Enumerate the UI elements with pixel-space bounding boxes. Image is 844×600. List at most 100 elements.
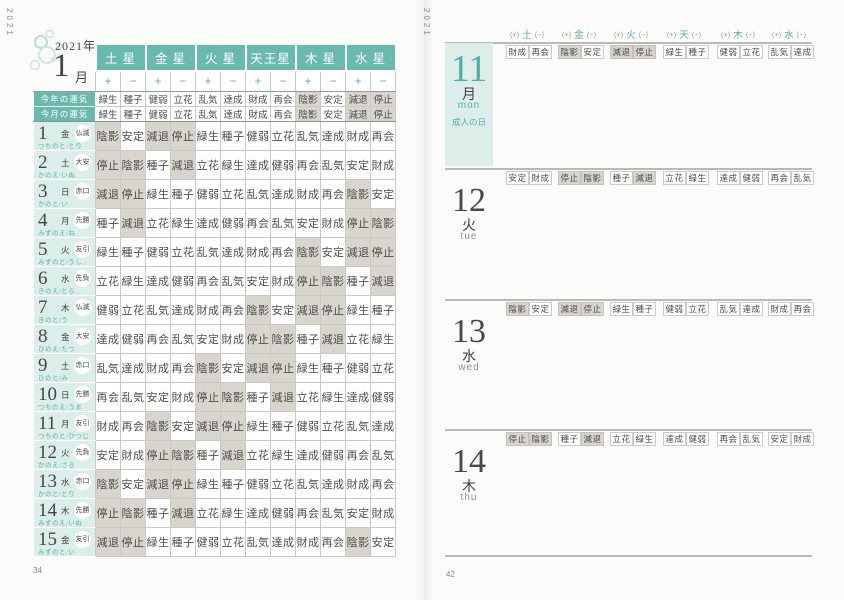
holiday-label: 成人の日	[451, 117, 486, 127]
date-cell: 2 土大安 かのえ/いぬ	[33, 149, 96, 180]
fortune-cell: 種子	[558, 432, 581, 446]
fortune-cell: 達成	[220, 90, 247, 107]
fortune-cell: 再会	[119, 410, 147, 441]
weekly-separator	[445, 299, 812, 301]
eto-label: みずのえ/ね	[38, 229, 76, 237]
weekday-label: 月	[61, 215, 70, 226]
fortune-cell: 健弱	[717, 45, 740, 59]
fortune-cell: 達成	[95, 323, 121, 354]
eto-label: きのと/う	[38, 316, 69, 324]
fortune-cell: 健弱	[295, 410, 322, 441]
day-number: 5	[38, 238, 48, 260]
fortune-pair: 安定 財成	[506, 171, 552, 185]
fortune-cell: 停止	[370, 90, 397, 107]
fortune-cell: 達成	[195, 207, 222, 238]
fortune-cell: 緑生	[145, 526, 172, 557]
weekday-label: 水	[61, 273, 70, 284]
fortune-cell: 緑生	[295, 352, 322, 383]
day-number: 14	[38, 499, 57, 521]
weekly-planet-header: (+) 土 (−)	[505, 28, 549, 42]
fortune-cell: 財成	[768, 302, 791, 316]
planet-name: 水	[784, 30, 794, 41]
weekday-label: 火	[61, 244, 70, 255]
decorative-circle	[56, 43, 62, 49]
weekday-label: 月	[61, 418, 70, 429]
eto-label: みずのと/うし	[38, 258, 83, 266]
fortune-cell: 立花	[170, 105, 197, 122]
table-corner-blank	[33, 71, 96, 92]
rokuyo-badge: 友引	[74, 530, 91, 548]
fortune-cell: 健弱	[145, 90, 172, 107]
table-corner-blank	[34, 44, 96, 71]
minus-label: (−)	[691, 29, 702, 39]
date-row: 9 土赤口 ひのと/み 乱気 達成 財成 再会 陰影 安定 減退 停止 緑生 種子 健弱 立花	[33, 352, 397, 383]
decorative-circle	[51, 57, 56, 62]
title-year: 2021年	[55, 37, 96, 54]
fortune-pair: 停止 陰影	[506, 432, 552, 446]
fortune-cell: 陰影	[245, 294, 272, 325]
fortune-cell: 停止	[195, 381, 222, 412]
fortune-cell: 安定	[345, 497, 372, 528]
fortune-cell: 乱気	[95, 352, 121, 383]
fortune-cell: 停止	[370, 105, 397, 122]
fortune-cell: 立花	[119, 294, 147, 325]
fortune-cell: 陰影	[320, 265, 347, 296]
date-cell: 13 水赤口 かのと/とり	[33, 468, 96, 499]
fortune-cell: 種子	[95, 207, 121, 238]
weekly-separator	[445, 429, 812, 431]
fortune-cell: 安定	[320, 90, 347, 107]
eto-label: ひのえ/たつ	[38, 345, 76, 353]
fortune-cell: 陰影	[119, 149, 147, 180]
weekday-label: 月	[462, 88, 476, 103]
fortune-cell: 財成	[195, 294, 222, 325]
fortune-cell: 乱気	[320, 149, 347, 180]
minus-label: (−)	[586, 29, 597, 39]
eto-label: みずのと/い	[38, 548, 76, 556]
fortune-pair: 減退 停止	[558, 302, 604, 316]
rokuyo-badge: 大安	[74, 153, 91, 171]
fortune-cell: 緑生	[610, 302, 633, 316]
fortune-pair: 緑生 種子	[663, 45, 709, 59]
fortune-cell: 種子	[119, 236, 147, 267]
day-number: 10	[38, 383, 57, 405]
fortune-cell: 安定	[295, 207, 322, 238]
weekday-en: tue	[460, 231, 478, 242]
fortune-cell: 乱気	[295, 468, 322, 499]
fortune-cell: 達成	[145, 265, 172, 296]
minus-label: (−)	[745, 29, 756, 39]
rokuyo-badge: 先勝	[74, 501, 91, 519]
fortune-cell: 停止	[95, 149, 121, 180]
fortune-cell: 種子	[170, 526, 197, 557]
fortune-cell: 乱気	[220, 265, 247, 296]
summary-row-label: 今月の運気	[33, 105, 96, 122]
fortune-cell: 立花	[245, 439, 272, 470]
fortune-cell: 乱気	[320, 497, 347, 528]
fortune-cell: 乱気	[195, 236, 222, 267]
fortune-cell: 財成	[791, 432, 814, 446]
date-cell: 1 金仏滅 つちのと/とり	[33, 120, 96, 151]
fortune-cell: 陰影	[95, 468, 121, 499]
plus-label: (+)	[561, 29, 572, 39]
fortune-cell: 緑生	[245, 410, 272, 441]
fortune-cell: 陰影	[370, 207, 397, 238]
fortune-cell: 立花	[270, 120, 297, 151]
fortune-pair: 種子 減退	[610, 171, 656, 185]
day-highlight-box	[445, 43, 493, 166]
fortune-cell: 陰影	[145, 410, 172, 441]
planet-name: 火	[626, 30, 636, 41]
fortune-cell: 停止	[145, 439, 172, 470]
fortune-cell: 減退	[581, 432, 604, 446]
fortune-cell: 陰影	[170, 439, 197, 470]
fortune-cell: 種子	[145, 149, 172, 180]
fortune-pair: 安定 財成	[768, 432, 814, 446]
fortune-cell: 財成	[529, 171, 552, 185]
weekday-label: 金	[61, 331, 70, 342]
weekday-label: 土	[61, 157, 70, 168]
fortune-cell: 乱気	[270, 207, 297, 238]
fortune-cell: 達成	[170, 294, 197, 325]
day-number: 1	[38, 122, 48, 144]
fortune-cell: 緑生	[145, 178, 172, 209]
fortune-cell: 停止	[295, 265, 322, 296]
plus-minus-row: + − + − + − + − + − + −	[33, 70, 397, 92]
fortune-cell: 安定	[370, 526, 397, 557]
